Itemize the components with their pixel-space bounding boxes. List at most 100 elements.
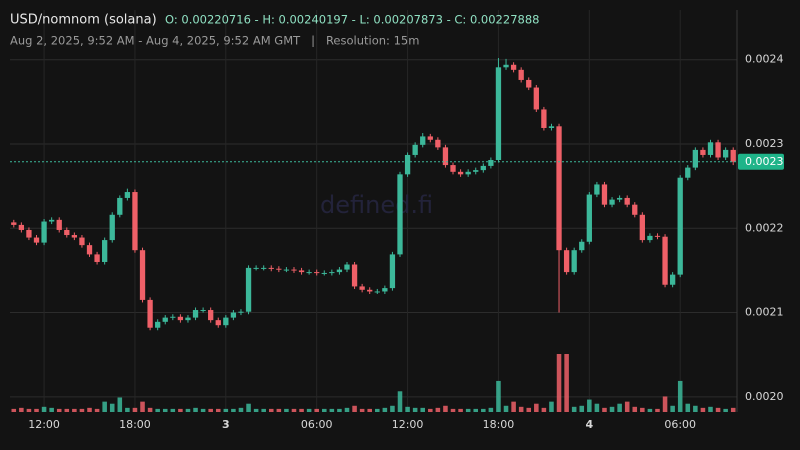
volume-bar [534,403,539,412]
volume-bar [299,408,304,412]
volume-bar [359,408,365,412]
candle-body [245,267,252,312]
volume-bar [556,354,562,412]
candle-body [124,192,131,198]
candle-body [609,199,615,205]
grid [10,10,737,412]
volume-bar [155,408,160,412]
volume-bar [162,408,168,412]
y-tick-label: 0.0022 [745,221,784,234]
volume-bar [511,401,516,412]
volume-bar [231,408,236,412]
candle-body [314,272,320,274]
volume [11,354,736,412]
candle-body [465,171,471,175]
volume-bar [723,408,728,412]
volume-bar [435,407,441,412]
candle-body [321,272,327,274]
volume-bar [193,407,198,412]
x-tick-label: 18:00 [483,418,515,431]
candle-body [510,64,517,70]
candle-body [230,312,237,318]
candle-body [291,269,297,271]
candle-body [685,167,691,178]
volume-bar [473,408,479,412]
subtitle: Aug 2, 2025, 9:52 AM - Aug 4, 2025, 9:52… [10,34,419,48]
candle-body [389,254,396,289]
volume-bar [284,408,289,412]
candle-body [192,310,199,318]
candle-body [397,174,403,255]
candle-body [442,147,449,166]
candle-body [518,69,524,80]
volume-bar [200,408,206,412]
volume-bar [49,407,54,412]
volume-bar [526,407,532,412]
candle-body [473,170,479,172]
volume-bar [64,408,70,412]
volume-bar [94,408,100,412]
volume-bar [624,401,630,412]
volume-bar [443,405,448,412]
candle-body [677,177,683,275]
volume-bar [685,403,691,412]
candle-body [215,320,221,326]
volume-bar [41,406,47,412]
candle-body [662,236,668,285]
candle-body [647,235,653,241]
volume-bar [541,407,547,412]
candles [10,58,737,331]
volume-bar [314,408,319,412]
candle-body [177,316,184,321]
volume-bar [640,407,645,412]
chart-title: USD/nomnom (solana) [10,13,157,28]
x-tick-label: 12:00 [28,418,60,431]
candle-body [526,79,532,88]
volume-bar [140,401,145,412]
volume-bar [382,407,388,412]
candle-body [556,126,562,251]
candle-body [730,149,736,162]
watermark: defined.fi [320,191,433,219]
volume-bar [367,408,372,412]
x-tick-label: 06:00 [301,418,333,431]
candle-body [147,299,153,328]
x-tick-label: 18:00 [119,418,151,431]
candle-body [427,136,433,140]
candle-body [457,171,464,175]
volume-bar [587,399,592,412]
volume-bar [390,405,395,412]
volume-bar [428,408,433,412]
candle-body [495,67,502,161]
price-label-box [738,153,784,170]
volume-bar [518,406,524,412]
volume-bar [322,408,327,412]
candle-body [601,184,608,205]
candle-body [306,272,312,274]
volume-bar [34,408,39,412]
volume-bar [571,406,577,412]
volume-bar [405,406,410,412]
candle-body [669,274,676,285]
volume-bar [132,407,138,412]
candle-body [579,241,585,251]
candle-body [200,310,206,312]
volume-bar [117,397,123,412]
volume-bar [208,408,213,412]
volume-bar [488,407,494,412]
candle-body [488,160,494,166]
volume-bar [238,407,244,412]
candle-body [359,286,365,290]
candle-body [351,264,358,287]
candle-body [586,194,592,242]
candle-body [533,87,539,110]
volume-bar [375,408,380,412]
volume-bar [72,408,77,412]
candle-body [571,250,577,273]
x-tick-label: 3 [222,418,230,431]
volume-bar [56,408,62,412]
candle-body [139,250,146,300]
candle-body [283,269,290,271]
volume-bar [246,403,251,412]
